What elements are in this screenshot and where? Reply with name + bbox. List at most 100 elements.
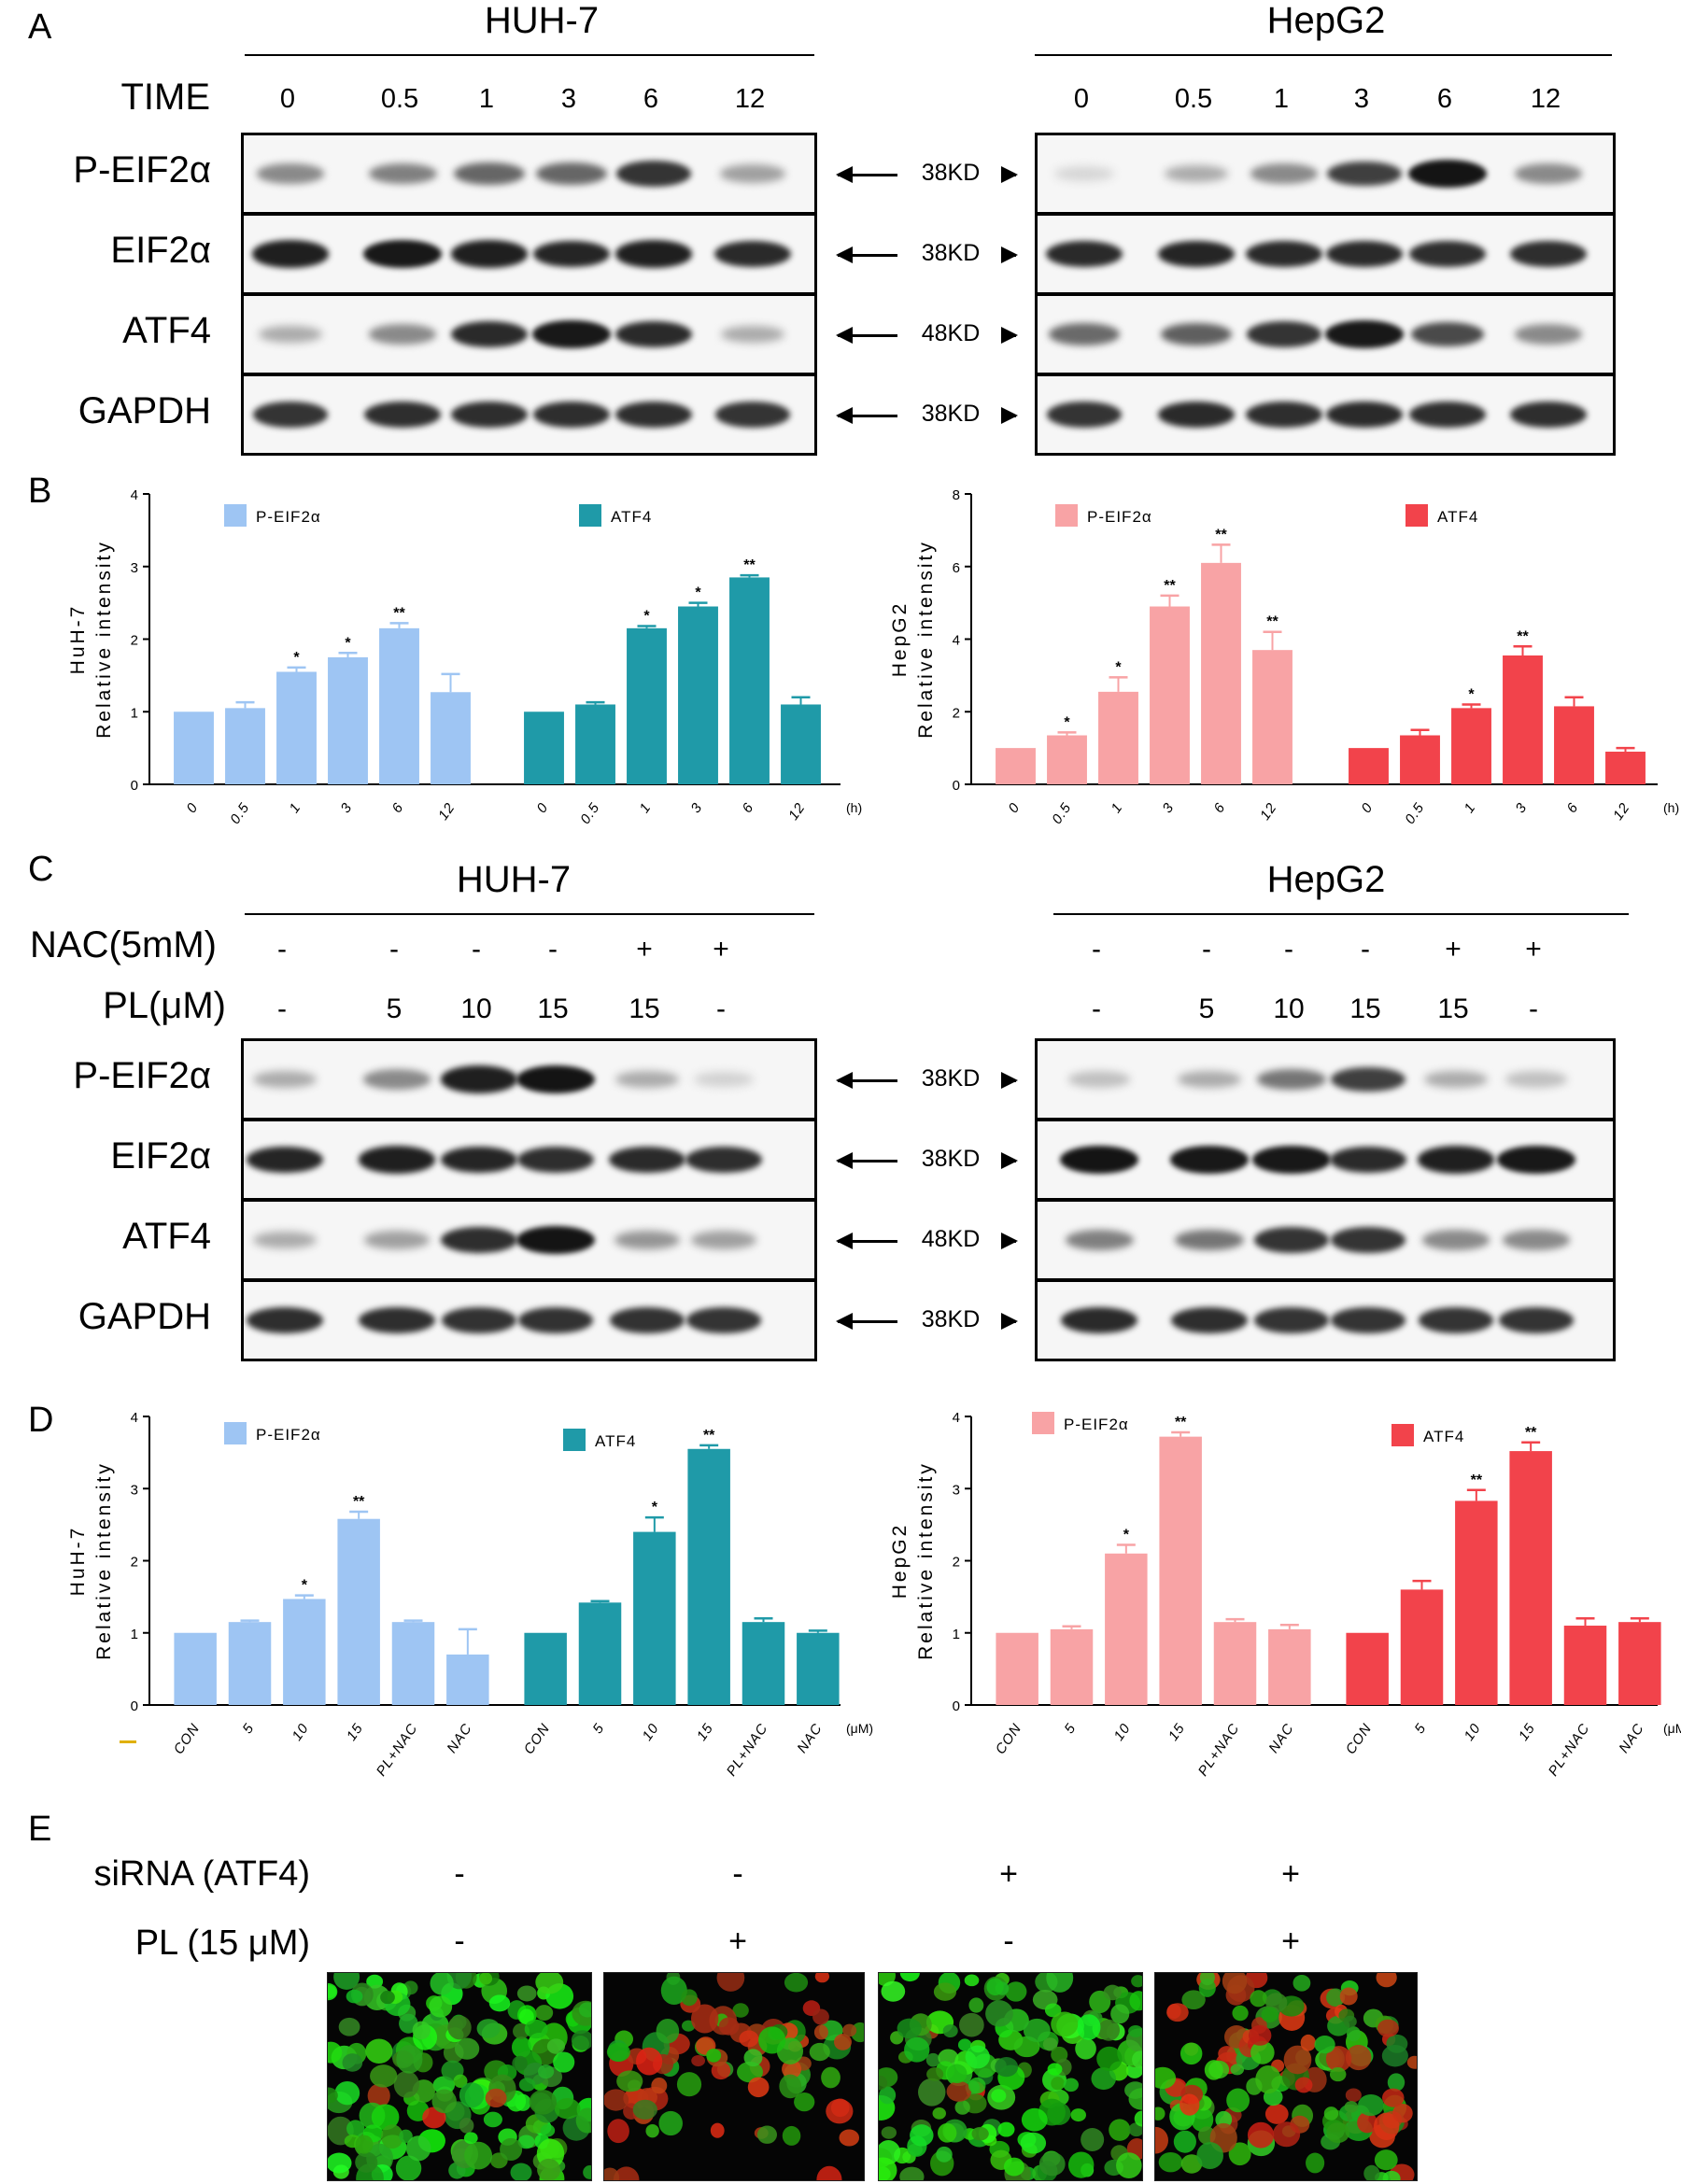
panel-a-row-label-2: ATF4 bbox=[122, 310, 211, 351]
panel-a-arrow-right-1 bbox=[1001, 247, 1018, 263]
chart-d-huh7-legend-swatch-0 bbox=[224, 1422, 247, 1444]
panel-c-band-hepg2-2-4 bbox=[1422, 1230, 1490, 1250]
chart-d-huh7-cell-label: HuH-7 bbox=[67, 1526, 89, 1597]
panel-c-row-label-3: GAPDH bbox=[78, 1296, 211, 1337]
micro-4-cell-100 bbox=[1226, 2088, 1250, 2113]
micro-1-cell-38 bbox=[367, 2083, 390, 2108]
panel-a-band-hepg2-3-3 bbox=[1326, 401, 1403, 429]
micro-4-cell-99 bbox=[1373, 2112, 1400, 2141]
chart-b-hepg2-bar-1-3 bbox=[1503, 655, 1543, 784]
panel-c-band-hepg2-1-2 bbox=[1252, 1146, 1331, 1174]
micro-4-cell-101 bbox=[1218, 2046, 1236, 2062]
panel-c-nac-huh7-0: - bbox=[277, 934, 287, 965]
chart-b-huh7-sig-0-3: * bbox=[345, 635, 351, 651]
panel-a-band-hepg2-1-1 bbox=[1157, 240, 1236, 268]
panel-a-lane-huh7-2: 1 bbox=[478, 84, 495, 114]
panel-c-hepg2-underline bbox=[1053, 913, 1629, 915]
panel-c-mw-label-0: 38KD bbox=[921, 1065, 981, 1092]
panel-a-band-hepg2-2-4 bbox=[1410, 322, 1485, 346]
micro-1-cell-82 bbox=[535, 2005, 554, 2021]
chart-b-hepg2-bar-1-5 bbox=[1605, 752, 1646, 784]
panel-c-band-hepg2-3-3 bbox=[1330, 1307, 1406, 1333]
micro-2-cell-59 bbox=[833, 2034, 852, 2050]
micro-4-cell-120 bbox=[1272, 2121, 1301, 2148]
micrograph-1-svg bbox=[328, 1973, 591, 2180]
micro-4-cell-136 bbox=[1180, 2093, 1200, 2116]
panel-a-arrow-left-2 bbox=[836, 327, 897, 344]
micro-3-cell-105 bbox=[971, 2126, 989, 2141]
chart-d-huh7-sig-0-3: ** bbox=[353, 1494, 365, 1510]
micro-3-cell-11 bbox=[925, 2052, 940, 2067]
micro-4-cell-139 bbox=[1261, 2007, 1278, 2022]
panel-a-band-hepg2-2-2 bbox=[1246, 321, 1322, 347]
panel-c-band-huh7-1-0 bbox=[246, 1146, 324, 1174]
panel-a-band-huh7-2-4 bbox=[615, 320, 692, 348]
panel-a-lane-huh7-0: 0 bbox=[279, 84, 296, 114]
panel-c-band-hepg2-0-1 bbox=[1177, 1070, 1242, 1089]
micro-3-cell-80 bbox=[985, 2000, 1013, 2027]
panel-d-yellow-mark bbox=[120, 1740, 136, 1743]
panel-a-band-hepg2-2-0 bbox=[1049, 323, 1120, 345]
panel-c-band-huh7-3-3 bbox=[517, 1307, 594, 1333]
chart-d-huh7-bar-0-5 bbox=[446, 1654, 489, 1705]
chart-d-huh7-legend-swatch-1 bbox=[563, 1429, 586, 1451]
chart-b-huh7-ytick-label-1: 1 bbox=[131, 705, 138, 721]
micro-3-cell-99 bbox=[1063, 2078, 1079, 2092]
chart-d-huh7-bar-0-2 bbox=[283, 1599, 326, 1705]
panel-a-band-huh7-0-3 bbox=[536, 162, 607, 185]
panel-e-pl-sign-3: + bbox=[1281, 1923, 1300, 1959]
panel-c-band-hepg2-1-4 bbox=[1417, 1146, 1495, 1174]
micro-2-cell-63 bbox=[782, 2059, 802, 2079]
micro-2-cell-73 bbox=[658, 2110, 683, 2136]
panel-c-pl-huh7-4: 15 bbox=[629, 993, 660, 1024]
chart-b-huh7-bar-0-0 bbox=[174, 712, 214, 784]
micro-2-cell-25 bbox=[656, 2019, 680, 2044]
micro-3-cell-118 bbox=[1128, 2088, 1142, 2110]
panel-a-band-huh7-3-5 bbox=[714, 402, 791, 428]
micro-1-cell-107 bbox=[328, 2087, 338, 2104]
micro-1-cell-115 bbox=[546, 2038, 566, 2054]
micro-3-cell-128 bbox=[1128, 2025, 1142, 2037]
panel-a-band-hepg2-1-5 bbox=[1510, 240, 1587, 268]
micro-3-cell-147 bbox=[942, 2024, 958, 2038]
micro-2-cell-18 bbox=[821, 2066, 840, 2089]
chart-b-huh7-sig-1-3: * bbox=[695, 585, 701, 601]
micro-1-cell-88 bbox=[459, 2118, 474, 2134]
panel-c-band-huh7-2-1 bbox=[364, 1231, 430, 1249]
panel-c-hepg2-title: HepG2 bbox=[1266, 859, 1386, 900]
micro-3-cell-140 bbox=[968, 2077, 986, 2094]
micro-3-cell-131 bbox=[946, 2064, 968, 2084]
chart-d-hepg2-ytick-label-2: 2 bbox=[953, 1555, 960, 1571]
micro-1-cell-138 bbox=[500, 2137, 523, 2162]
panel-a-band-hepg2-1-2 bbox=[1246, 240, 1322, 268]
panel-a-band-huh7-2-0 bbox=[258, 325, 323, 344]
micro-3-cell-111 bbox=[879, 2075, 888, 2091]
panel-a-band-hepg2-2-5 bbox=[1515, 324, 1582, 345]
panel-c-band-hepg2-2-5 bbox=[1503, 1230, 1570, 1250]
chart-d-huh7-bar-0-3 bbox=[337, 1518, 380, 1705]
chart-b-huh7-bar-1-2 bbox=[627, 627, 667, 784]
chart-b-hepg2-unit: (h) bbox=[1663, 800, 1679, 815]
micro-1-cell-112 bbox=[518, 2008, 534, 2025]
panel-c-pl-huh7-1: 5 bbox=[386, 993, 403, 1024]
micro-4-cell-115 bbox=[1283, 2045, 1312, 2075]
micro-2-cell-84 bbox=[718, 2017, 740, 2036]
chart-b-hepg2-legend-swatch-1 bbox=[1406, 504, 1428, 527]
chart-d-huh7-sig-0-2: * bbox=[302, 1578, 308, 1594]
panel-c-mw-label-1: 38KD bbox=[921, 1146, 981, 1172]
panel-c-huh7-underline bbox=[245, 913, 814, 915]
micro-1-cell-134 bbox=[553, 2051, 575, 2073]
chart-b-huh7-bar-1-1 bbox=[575, 704, 615, 784]
micro-1-cell-166 bbox=[346, 1989, 363, 2004]
panel-c-arrow-left-1 bbox=[836, 1152, 897, 1169]
micro-2-cell-75 bbox=[645, 2123, 659, 2138]
micro-3-cell-143 bbox=[926, 2067, 944, 2081]
micro-1-cell-111 bbox=[380, 2124, 403, 2149]
micrograph-3 bbox=[878, 1972, 1143, 2181]
micro-3-cell-134 bbox=[936, 2146, 953, 2163]
chart-d-huh7-bar-0-1 bbox=[228, 1622, 272, 1705]
micro-2-cell-71 bbox=[779, 2074, 802, 2099]
micro-1-cell-106 bbox=[517, 2135, 535, 2149]
micro-2-cell-77 bbox=[812, 2008, 829, 2025]
chart-b-huh7-bar-0-5 bbox=[431, 692, 471, 784]
